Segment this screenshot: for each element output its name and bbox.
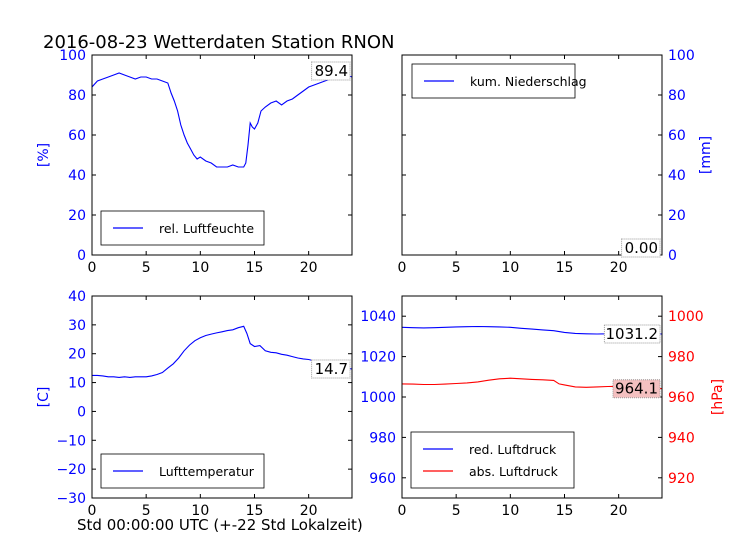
precip-ylabel: [mm] [698,136,714,174]
precip-ytick-label: 60 [668,128,686,144]
humidity-ytick-label: 40 [68,168,86,184]
figure-title: 2016-08-23 Wetterdaten Station RNON [43,32,395,53]
precip-last-value-box [621,238,661,258]
precip-xtick-label: 20 [610,260,628,276]
temperature-xtick-label: 0 [88,503,97,519]
humidity-legend-label: rel. Luftfeuchte [159,221,254,236]
temperature-ytick-label: −30 [56,491,86,507]
temperature-ytick-label: 30 [68,318,86,334]
temperature-legend-label: Lufttemperatur [159,464,255,479]
precip-ytick-label: 40 [668,168,686,184]
temperature-ytick-label: 10 [68,376,86,392]
pressure-ytick-label: 1020 [360,350,396,366]
temperature-ytick-label: 0 [77,404,86,420]
pressure-last-value-blue: 1031.2 [606,325,659,343]
humidity-ytick-label: 20 [68,208,86,224]
humidity-last-value-box [311,61,351,81]
pressure-ytick-right-label: 1000 [668,309,704,325]
humidity-series-line-0 [92,72,352,168]
precip-legend-label: kum. Niederschlag [470,74,587,89]
pressure-legend-frame [410,431,575,489]
temperature-xtick-label: 10 [191,503,209,519]
pressure-xtick-label: 10 [501,503,519,519]
pressure-ytick-right-label: 940 [668,430,695,446]
pressure-last-value-blue-box [603,324,661,344]
humidity-ytick-label: 60 [68,128,86,144]
pressure-ytick-label: 1040 [360,309,396,325]
precip-ytick-label: 20 [668,208,686,224]
pressure-xtick-label: 0 [398,503,407,519]
precip-ytick-label: 0 [668,248,677,264]
pressure-xtick-label: 5 [452,503,461,519]
temperature-ytick-label: −20 [56,462,86,478]
pressure-legend-label: abs. Luftdruck [469,464,559,479]
humidity-xtick-label: 10 [191,260,209,276]
temperature-axes-frame [91,295,353,499]
pressure-ytick-label: 1000 [360,390,396,406]
temperature-ytick-label: 40 [68,289,86,305]
precip-xtick-label: 15 [556,260,574,276]
x-axis-title: Std 00:00:00 UTC (+-22 Std Lokalzeit) [77,516,363,534]
precip-axes-frame [401,54,663,256]
humidity-ytick-label: 80 [68,88,86,104]
pressure-xtick-label: 15 [556,503,574,519]
humidity-last-value: 89.4 [315,62,348,80]
temperature-series-line-0 [92,325,352,378]
temperature-ytick-label: 20 [68,347,86,363]
pressure-xtick-label: 20 [610,503,628,519]
pressure-ytick-label: 980 [369,430,396,446]
precip-xtick-label: 10 [501,260,519,276]
pressure-ylabel-right: [hPa] [710,379,726,415]
temperature-ytick-label: −10 [56,433,86,449]
humidity-axes-frame [91,54,353,256]
pressure-ytick-right-label: 980 [668,350,695,366]
pressure-legend-label: red. Luftdruck [469,442,557,457]
temperature-xtick-label: 5 [142,503,151,519]
precip-xtick-label: 0 [398,260,407,276]
humidity-ytick-label: 0 [77,248,86,264]
precip-ytick-label: 80 [668,88,686,104]
precip-last-value: 0.00 [625,239,658,257]
pressure-last-value-red-box [612,379,661,399]
humidity-xtick-label: 20 [300,260,318,276]
humidity-xtick-label: 5 [142,260,151,276]
temperature-ylabel: [C] [36,387,52,408]
pressure-ytick-label: 960 [369,471,396,487]
temperature-last-value: 14.7 [315,360,348,378]
precip-xtick-label: 5 [452,260,461,276]
humidity-xtick-label: 15 [246,260,264,276]
temperature-xtick-label: 15 [246,503,264,519]
temperature-last-value-box [311,359,351,379]
humidity-xtick-label: 0 [88,260,97,276]
pressure-ytick-right-label: 960 [668,390,695,406]
humidity-ylabel: [%] [36,143,52,167]
temperature-xtick-label: 20 [300,503,318,519]
pressure-last-value-red: 964.1 [615,380,658,398]
humidity-ytick-label: 100 [59,48,86,64]
pressure-ytick-right-label: 920 [668,471,695,487]
precip-ytick-label: 100 [668,48,695,64]
